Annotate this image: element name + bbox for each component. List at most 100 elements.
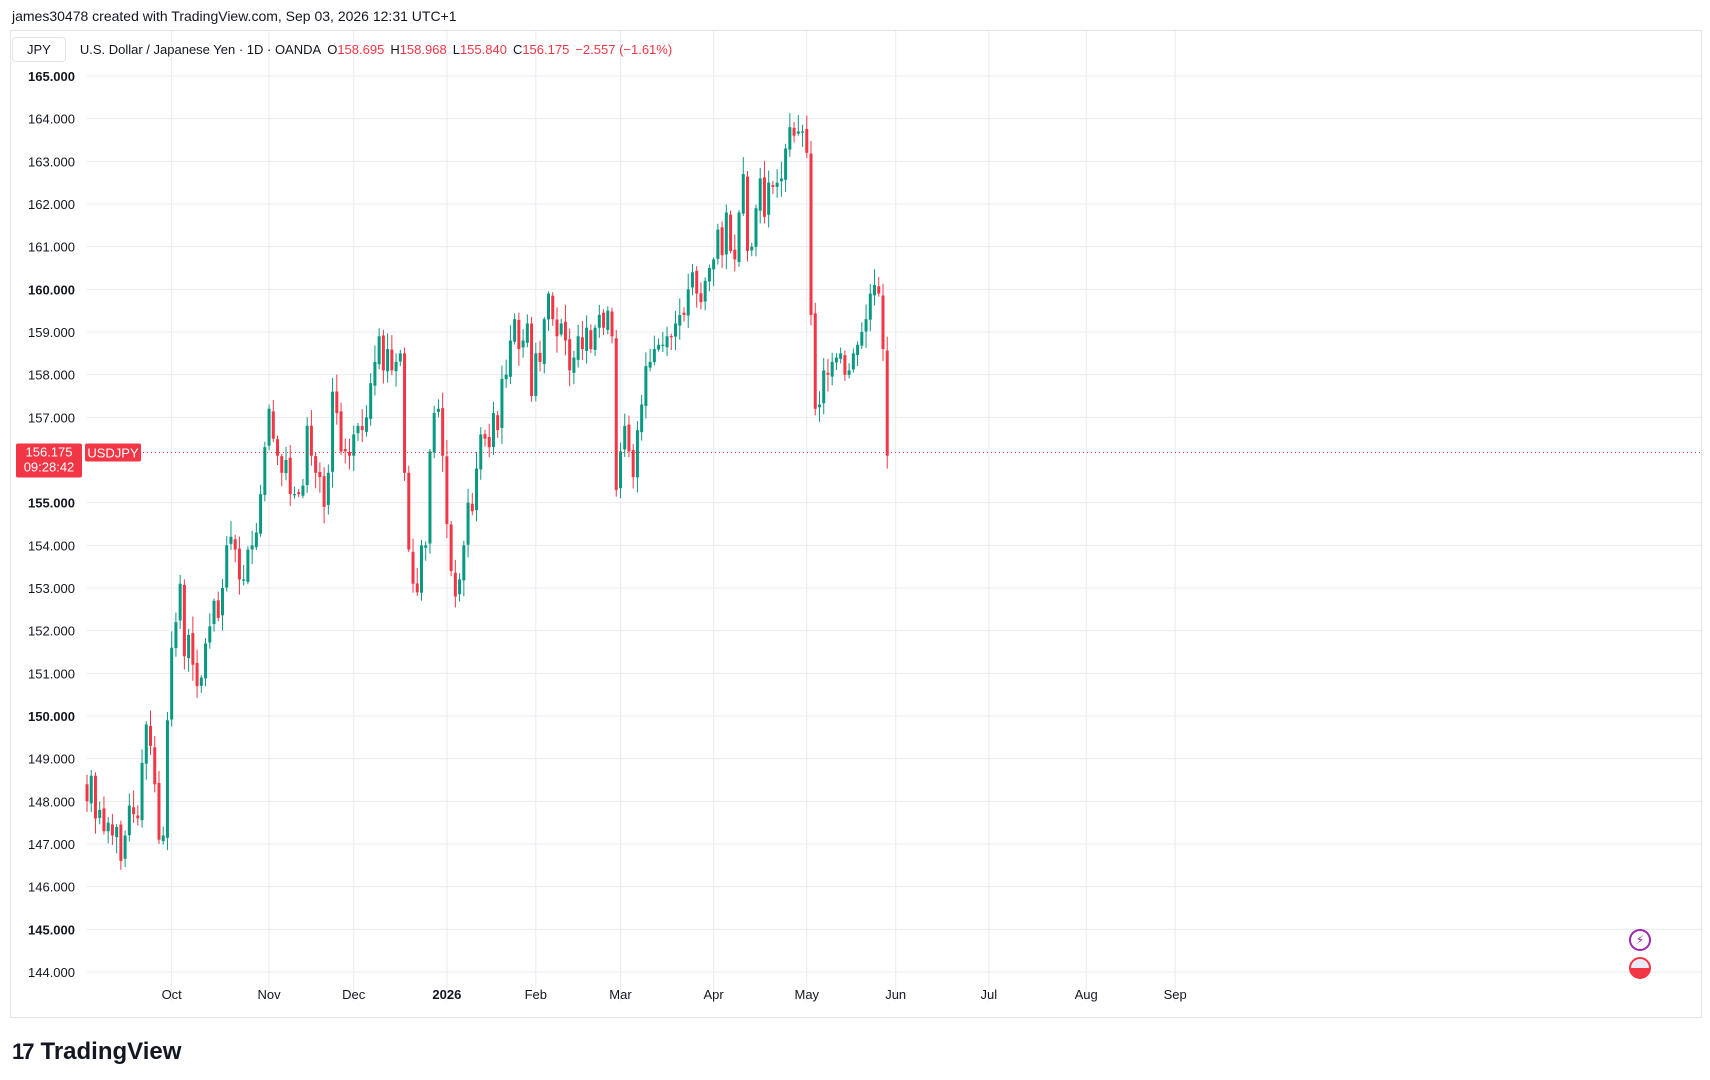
time-axis[interactable]: Oct Nov Dec 2026 Feb Mar Apr May Jun Jul Aug Sep	[162, 987, 1187, 1002]
candle	[322, 467, 326, 524]
candle-body	[102, 808, 106, 832]
candle-body	[483, 434, 487, 439]
candle-body	[250, 545, 254, 550]
price-tick-label: 159.000	[28, 325, 75, 340]
candle-body	[517, 319, 521, 350]
candle-body	[682, 312, 686, 315]
candle	[631, 444, 635, 489]
time-tick-label: Feb	[525, 987, 547, 1002]
candle-body	[419, 545, 423, 593]
candle-body	[847, 370, 851, 375]
candle	[678, 298, 682, 340]
candle-body	[267, 408, 271, 446]
candle-body	[551, 295, 555, 320]
candle-body	[301, 485, 305, 496]
candle	[89, 769, 93, 813]
candle	[589, 324, 593, 354]
candle	[652, 335, 656, 366]
candle-body	[754, 208, 758, 247]
time-tick-label: Oct	[162, 987, 183, 1002]
candle	[809, 140, 813, 326]
candle	[817, 391, 821, 422]
candle	[834, 353, 838, 371]
candle	[352, 425, 356, 472]
lightning-icon[interactable]: ⚡	[1629, 929, 1651, 951]
candle-body	[220, 588, 224, 616]
candle	[568, 328, 572, 387]
candle-body	[170, 647, 174, 720]
candle	[885, 336, 889, 469]
candle-body	[873, 285, 877, 296]
us-flag-icon[interactable]	[1629, 957, 1651, 979]
price-tick-label: 152.000	[28, 624, 75, 639]
candle	[140, 749, 144, 828]
candle	[284, 446, 288, 481]
candle	[801, 124, 805, 147]
chart-pane[interactable]: 156.175 09:28:42 USDJPY 165.000 164.000 163.…	[10, 30, 1702, 1018]
candle	[98, 801, 102, 825]
price-tick-label: 144.000	[28, 965, 75, 980]
candle	[165, 711, 169, 851]
candle	[479, 427, 483, 480]
candle	[712, 257, 716, 287]
candle-body	[381, 335, 385, 371]
candle-body	[631, 450, 635, 478]
low-value: 155.840	[459, 41, 507, 57]
candle	[432, 405, 436, 459]
candle	[403, 347, 407, 481]
candle-body	[779, 178, 783, 182]
candle-body	[678, 314, 682, 326]
candle	[161, 826, 165, 845]
candle	[830, 352, 834, 386]
candle-body	[644, 366, 648, 406]
candle-body	[513, 319, 517, 342]
candle-body	[661, 344, 665, 346]
price-tick-label: 147.000	[28, 837, 75, 852]
candle-body	[136, 815, 140, 819]
candle	[813, 302, 817, 416]
candle	[237, 536, 241, 595]
candle-body	[449, 524, 453, 571]
candle-body	[585, 327, 589, 351]
candle	[856, 341, 860, 367]
candle	[487, 423, 491, 458]
candle	[220, 579, 224, 631]
candle	[390, 335, 394, 376]
symbol-legend: JPY U.S. Dollar / Japanese Yen · 1D · OA…	[12, 36, 672, 62]
candle-body	[178, 583, 182, 621]
candle-body	[157, 782, 161, 840]
candle	[618, 442, 622, 499]
candle	[779, 161, 783, 197]
candle-body	[199, 677, 203, 686]
candle-body	[149, 725, 153, 746]
candle	[775, 169, 779, 198]
tradingview-logo[interactable]: 17 TradingView	[12, 1038, 181, 1066]
candle	[690, 263, 694, 296]
price-axis[interactable]: 165.000 164.000 163.000 162.000 161.000 160.0…	[28, 69, 75, 980]
candle-body	[276, 439, 280, 456]
price-tick-label: 157.000	[28, 410, 75, 425]
candle	[343, 438, 347, 464]
candle	[805, 115, 809, 159]
candle-body	[352, 434, 356, 456]
candle-body	[813, 313, 817, 409]
candle-body	[436, 408, 440, 412]
candle-body	[623, 425, 627, 450]
instrument-title[interactable]: U.S. Dollar / Japanese Yen · 1D · OANDA	[79, 41, 322, 57]
candle	[144, 721, 148, 780]
candle	[386, 333, 390, 383]
candle	[657, 338, 661, 352]
candle	[627, 415, 631, 458]
symbol-search-box[interactable]: JPY	[12, 36, 66, 62]
candle-body	[712, 259, 716, 270]
candle	[182, 579, 186, 670]
time-tick-label: Nov	[257, 987, 281, 1002]
candle-body	[326, 472, 330, 505]
candle-body	[191, 633, 195, 665]
candle	[504, 359, 508, 388]
candle	[204, 638, 208, 687]
candle-body	[530, 323, 534, 396]
candle-body	[369, 383, 373, 419]
candle-body	[165, 720, 169, 838]
